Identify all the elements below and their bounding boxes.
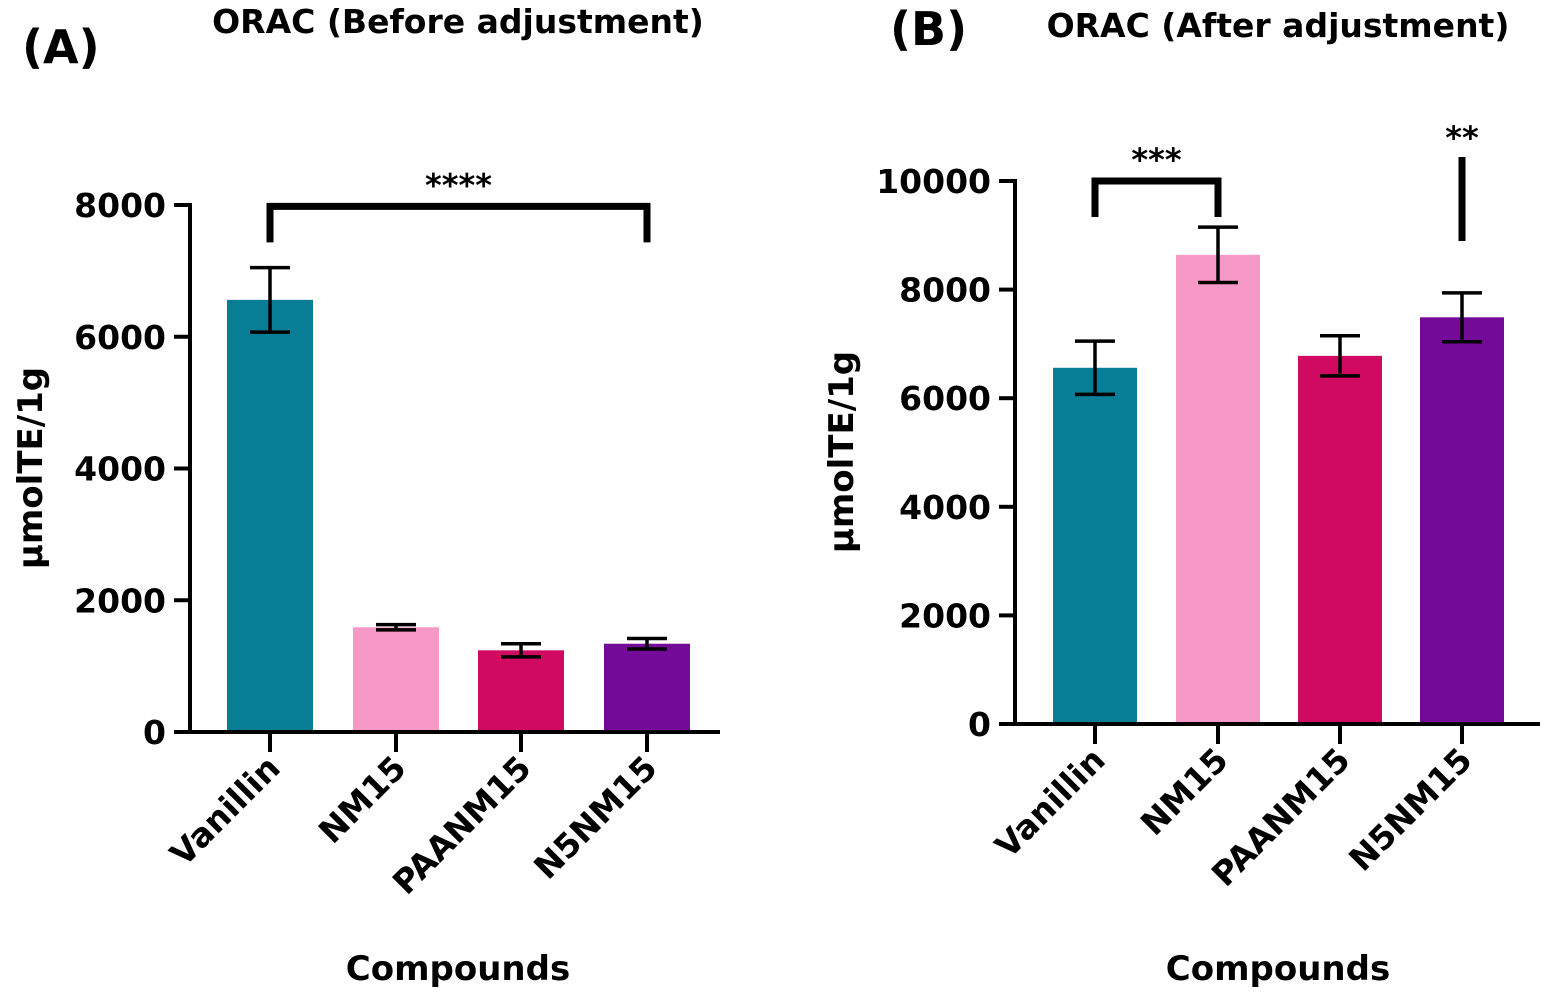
significance-marker (266, 202, 651, 243)
error-bar-nm15 (1198, 225, 1238, 285)
x-axis-label: Compounds (1166, 949, 1390, 989)
x-category-label: N5NM15 (526, 748, 665, 887)
y-tick-label: 0 (968, 705, 991, 744)
y-axis-label: µmolTE/1g (11, 367, 51, 569)
error-bar-paanm15 (501, 641, 541, 659)
x-category-label: N5NM15 (1341, 740, 1480, 879)
significance-label: **** (425, 166, 492, 204)
significance-bracket (266, 202, 651, 243)
x-category-label: NM15 (311, 748, 414, 851)
y-tick-label: 0 (143, 713, 166, 752)
y-tick-label: 4000 (899, 488, 991, 527)
y-tick-label: 2000 (74, 581, 166, 620)
chart-title: ORAC (After adjustment) (1047, 6, 1510, 45)
bar-n5nm15 (1420, 317, 1504, 724)
y-tick-label: 4000 (74, 450, 166, 489)
error-bar-n5nm15 (1442, 291, 1482, 344)
significance-marker (1091, 177, 1222, 217)
y-tick-label: 8000 (899, 271, 991, 310)
significance-label: ** (1445, 119, 1479, 157)
y-tick-label: 6000 (899, 379, 991, 418)
x-category-label: NM15 (1133, 740, 1236, 843)
x-category-label: Vanillin (987, 740, 1112, 865)
panel-letter: (A) (22, 20, 100, 74)
y-tick-label: 8000 (74, 186, 166, 225)
chart-panel-b: (B) ORAC (After adjustment) 0 2000 4000 6000 8… (822, 2, 1540, 989)
x-axis-label: Compounds (346, 949, 570, 989)
bar-vanillin (227, 299, 313, 732)
x-category-label: Vanillin (162, 748, 287, 873)
y-tick-label: 2000 (899, 596, 991, 635)
bar-vanillin (1053, 367, 1137, 724)
error-bar-paanm15 (1320, 334, 1360, 378)
error-bar-n5nm15 (627, 636, 667, 651)
bar-n5nm15 (604, 643, 690, 732)
bar-paanm15 (1298, 355, 1382, 724)
bar-nm15 (1176, 254, 1260, 724)
y-axis-label: µmolTE/1g (822, 351, 862, 553)
panel-letter: (B) (890, 2, 967, 56)
error-bar-vanillin (1075, 339, 1115, 397)
bar-paanm15 (478, 650, 564, 732)
y-tick-label: 10000 (876, 162, 991, 201)
error-bar-nm15 (376, 622, 416, 632)
chart-panel-a: (A) ORAC (Before adjustment) 0 2000 4000 6000… (11, 2, 720, 989)
y-tick-label: 6000 (74, 318, 166, 357)
bar-nm15 (353, 627, 439, 732)
error-bar-vanillin (250, 265, 290, 334)
significance-label: *** (1131, 141, 1181, 179)
significance-bracket (1091, 177, 1222, 217)
chart-title: ORAC (Before adjustment) (212, 2, 704, 41)
